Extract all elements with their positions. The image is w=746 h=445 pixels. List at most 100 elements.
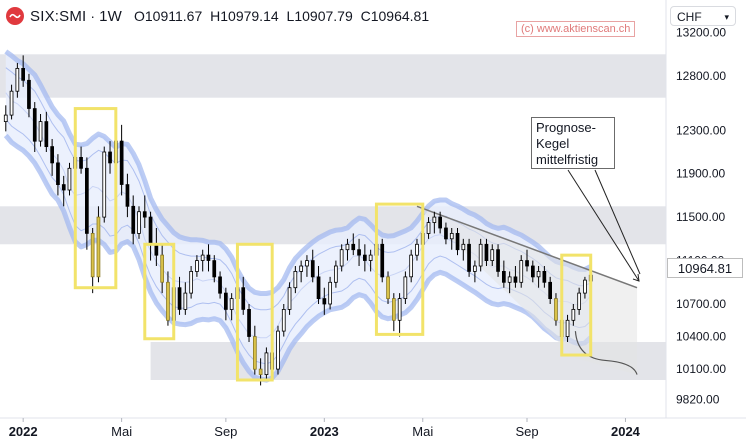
- separator: ·: [90, 8, 96, 24]
- y-tick-label: 13200.00: [676, 26, 726, 40]
- x-tick-label: Mai: [412, 424, 433, 439]
- candle-body: [542, 270, 547, 283]
- candle-body: [218, 276, 222, 294]
- candle-body: [357, 249, 361, 256]
- candle-body: [548, 281, 553, 299]
- candle-body: [484, 243, 489, 262]
- candle-body: [293, 270, 298, 289]
- y-tick-label: 10700.00: [676, 297, 726, 311]
- candle-body: [258, 368, 263, 375]
- low-value: L10907.79: [286, 8, 353, 24]
- annotation-line-1: Prognose-: [536, 120, 596, 135]
- candle-body: [380, 243, 385, 278]
- x-tick-label: 2023: [310, 424, 339, 439]
- band-inner-lower: [5, 118, 592, 365]
- six-logo-icon: [6, 7, 24, 25]
- candle-body: [333, 265, 338, 283]
- band-outer-upper: [4, 49, 592, 296]
- candle-body: [241, 287, 246, 310]
- candle-body: [362, 254, 367, 261]
- candle-body: [310, 260, 315, 278]
- candle-body: [554, 298, 558, 321]
- y-tick-label: 12300.00: [676, 123, 726, 137]
- candle-body: [177, 287, 182, 310]
- candle-body: [85, 167, 89, 234]
- candle-body: [322, 298, 327, 305]
- arrow-head: [632, 273, 640, 282]
- candle-body: [15, 68, 20, 92]
- open-value: O10911.67: [134, 8, 203, 24]
- candle-body: [125, 184, 130, 207]
- candle-body: [206, 254, 211, 261]
- zone-band: [0, 54, 666, 98]
- candle-body: [368, 254, 373, 261]
- y-tick-label: 12800.00: [676, 69, 726, 83]
- x-tick-label: Sep: [214, 424, 237, 439]
- candle-body: [27, 79, 31, 109]
- highlight-box: [560, 253, 593, 357]
- candle-body: [61, 184, 66, 191]
- candle-body: [195, 260, 199, 272]
- candle-body: [455, 232, 460, 251]
- candle-body: [345, 243, 350, 251]
- candle-body: [472, 265, 477, 272]
- x-tick-label: Sep: [515, 424, 538, 439]
- candle-body: [131, 205, 136, 234]
- price-axis[interactable]: 13200.00 12800.00 12300.00 11900.00 11500.00…: [665, 0, 726, 418]
- candle-body: [276, 330, 280, 370]
- candle-body: [444, 227, 448, 240]
- candle-body: [519, 260, 524, 283]
- candle-body: [525, 260, 529, 267]
- candle-body: [142, 211, 147, 218]
- candle-body: [305, 260, 309, 267]
- close-value: C10964.81: [360, 8, 430, 24]
- candle-body: [432, 216, 437, 223]
- candle-body: [467, 243, 471, 272]
- candle-body: [252, 336, 257, 370]
- candle-body: [3, 114, 8, 122]
- candle-body: [501, 270, 506, 283]
- symbol-label[interactable]: SIX:SMI: [30, 7, 87, 25]
- candle-body: [351, 243, 356, 251]
- candle-body: [415, 243, 419, 256]
- y-tick-label: 11500.00: [676, 210, 725, 224]
- candle-body: [137, 211, 141, 234]
- annotation-arrow: [594, 169, 641, 275]
- watermark: (c) www.aktienscan.ch: [516, 21, 636, 37]
- interval-label[interactable]: 1W: [99, 7, 122, 25]
- candle-body: [565, 319, 570, 337]
- time-axis[interactable]: 2022 Mai Sep 2023 Mai Sep 2024: [0, 417, 746, 439]
- chevron-down-icon: ▾: [724, 12, 729, 22]
- candle-body: [449, 232, 454, 240]
- band-outer-lower: [3, 133, 593, 383]
- last-price-label: 10964.81: [667, 258, 743, 278]
- candle-body: [536, 270, 541, 278]
- candle-body: [67, 167, 72, 191]
- candle-body: [189, 270, 193, 294]
- candle-body: [102, 151, 107, 218]
- candle-body: [403, 276, 408, 299]
- candle-body: [507, 276, 512, 283]
- ohlc-values: O10911.67 H10979.14 L10907.79 C10964.81: [134, 8, 433, 24]
- candle-body: [438, 216, 443, 229]
- candle-body: [229, 298, 234, 310]
- y-tick-label: 10400.00: [676, 330, 726, 344]
- highlight-box: [73, 107, 118, 290]
- x-tick-label: 2024: [611, 424, 641, 439]
- candle-body: [287, 287, 292, 310]
- forecast-upper-line: [416, 205, 638, 289]
- candle-body: [38, 121, 43, 142]
- currency-select[interactable]: CHF ▾: [670, 6, 736, 26]
- candle-body: [166, 281, 170, 321]
- candle-body: [44, 121, 49, 147]
- highlight-box: [235, 242, 274, 382]
- x-tick-label: Mai: [111, 424, 132, 439]
- candle-body: [496, 249, 500, 272]
- candle-body: [50, 146, 55, 164]
- candle-body: [299, 265, 304, 272]
- candle-body: [160, 254, 164, 283]
- y-tick-label: 11900.00: [676, 167, 725, 181]
- candle-body: [397, 298, 402, 321]
- candle-body: [490, 249, 495, 261]
